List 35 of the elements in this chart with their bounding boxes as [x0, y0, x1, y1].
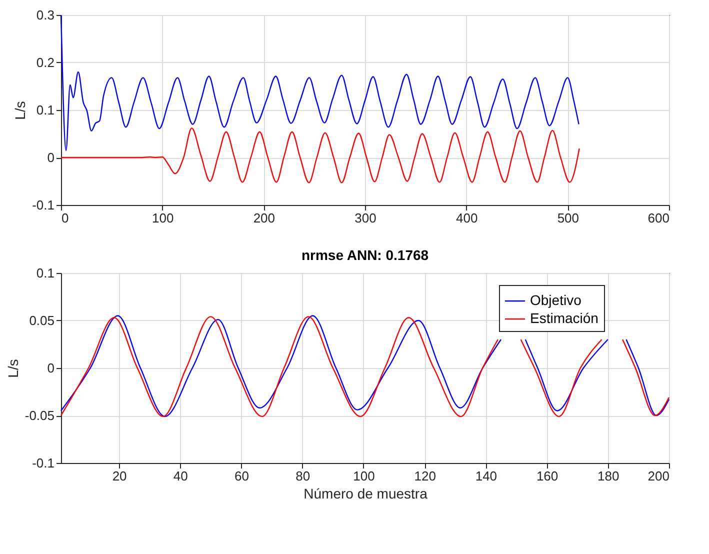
y-tick-label: 0.2 [36, 55, 54, 70]
x-axis-title: Número de muestra [304, 486, 428, 502]
y-tick-label: 0.1 [36, 266, 54, 280]
x-tick-label: 600 [648, 210, 670, 226]
y-tick-label: 0 [47, 360, 54, 376]
x-tick-label: 300 [354, 210, 376, 226]
x-tick-label: 500 [557, 210, 580, 226]
y-axis-title: L/s [12, 101, 28, 120]
x-tick-label: 120 [414, 468, 436, 484]
x-tick-label: 40 [173, 468, 188, 484]
y-axis-title: L/s [4, 359, 21, 378]
x-tick-label: 200 [253, 210, 276, 226]
x-tick-label: 100 [353, 468, 375, 484]
y-tick-label: 0.1 [36, 102, 54, 118]
legend-label: Estimación [530, 310, 598, 326]
chart-title: nrmse ANN: 0.1768 [301, 247, 429, 263]
y-tick-label: -0.05 [24, 408, 54, 423]
line-series [60, 14, 580, 151]
x-tick-label: 200 [648, 468, 670, 484]
y-tick-label: -0.1 [32, 456, 54, 470]
x-tick-label: 0 [62, 210, 69, 226]
x-tick-label: 60 [234, 468, 249, 484]
x-tick-label: 140 [475, 468, 498, 484]
x-tick-label: 180 [598, 468, 620, 484]
y-tick-label: 0.05 [29, 313, 54, 328]
x-tick-label: 20 [112, 468, 127, 484]
x-tick-label: 100 [152, 210, 174, 226]
y-tick-label: -0.1 [32, 198, 54, 212]
line-series [60, 127, 580, 184]
x-tick-label: 400 [456, 210, 478, 226]
y-tick-label: 0.3 [36, 8, 54, 22]
y-tick-label: 0 [47, 150, 54, 165]
x-tick-label: 160 [536, 468, 558, 484]
legend-label: Objetivo [530, 292, 582, 308]
x-tick-label: 80 [296, 468, 310, 484]
